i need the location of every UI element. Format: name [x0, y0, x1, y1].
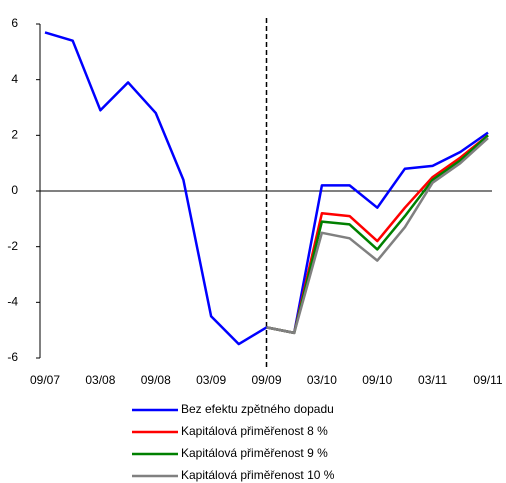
series-line: [266, 137, 489, 335]
legend-label: Kapitálová přiměřenost 9 %: [181, 446, 328, 460]
legend-label: Kapitálová přiměřenost 10 %: [181, 468, 335, 482]
legend-label: Bez efektu zpětného dopadu: [181, 402, 334, 416]
x-tick-label: 03/08: [85, 373, 115, 387]
legend-label: Kapitálová přiměřenost 8 %: [181, 424, 328, 438]
y-tick-label: -2: [7, 239, 18, 253]
y-tick-label: -6: [7, 350, 18, 364]
x-tick-label: 09/08: [141, 373, 171, 387]
x-tick-label: 03/10: [307, 373, 337, 387]
y-tick-label: 2: [11, 128, 18, 142]
y-tick-label: -4: [7, 295, 18, 309]
x-tick-label: 09/10: [362, 373, 392, 387]
x-tick-label: 09/11: [473, 373, 502, 387]
x-tick-label: 09/09: [251, 373, 281, 387]
y-tick-label: 0: [11, 183, 18, 197]
x-tick-label: 03/11: [418, 373, 447, 387]
x-tick-label: 09/07: [30, 373, 60, 387]
x-tick-label: 03/09: [196, 373, 226, 387]
y-tick-label: 6: [11, 16, 18, 30]
y-tick-label: 4: [11, 72, 18, 86]
